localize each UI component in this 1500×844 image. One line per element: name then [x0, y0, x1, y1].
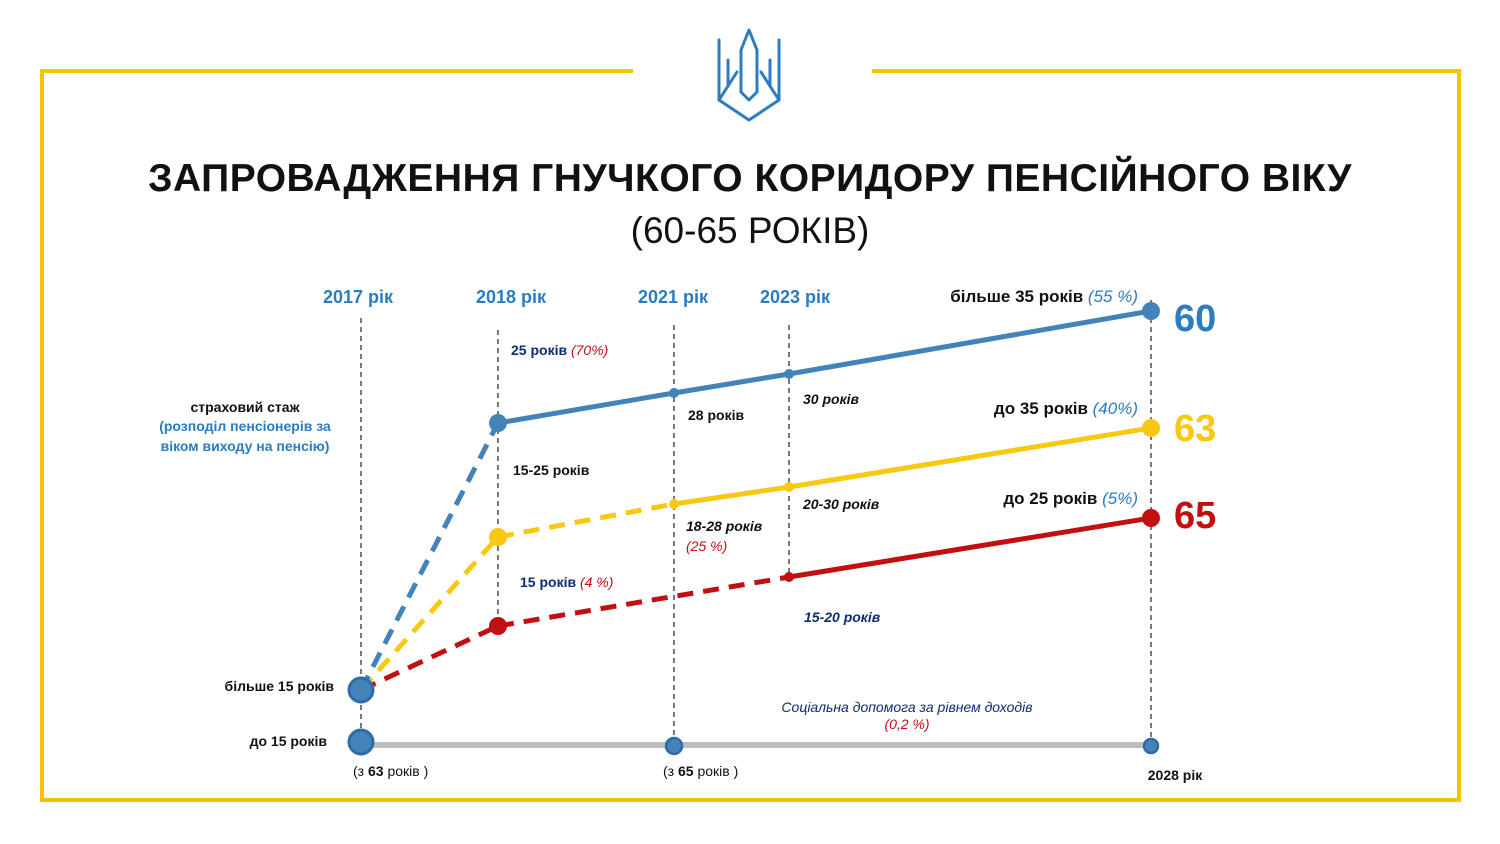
line-63-segment-2	[673, 484, 790, 507]
page-subtitle: (60-65 РОКІВ)	[630, 210, 870, 251]
year-label-2018: 2018 рік	[476, 287, 547, 307]
year-label-2028: 2028 рік	[1148, 767, 1203, 783]
label-60-2021: 28 років	[688, 407, 744, 423]
year-label-2021: 2021 рік	[638, 287, 709, 307]
point-60-2021	[669, 388, 679, 398]
line-65-segment-1	[497, 574, 790, 629]
line-65-segment-0	[359, 623, 500, 693]
point-65-2023	[784, 572, 794, 582]
social-label: Соціальна допомога за рівнем доходів	[781, 699, 1032, 715]
social-pct: (0,2 %)	[884, 716, 929, 732]
line-63-segment-1	[497, 501, 675, 540]
end-label-65: до 25 років (5%)	[1003, 489, 1138, 508]
start-point-more15	[347, 676, 375, 704]
trident-icon	[717, 28, 781, 122]
label-65-2023: 15-20 років	[804, 609, 881, 625]
social-point-2021	[664, 736, 684, 756]
age-65: 65	[1174, 495, 1216, 537]
year-label-2017: 2017 рік	[323, 287, 394, 307]
line-60-segment-2	[673, 371, 790, 396]
label-63-2021: 18-28 років	[686, 518, 763, 534]
point-63-2023	[784, 482, 794, 492]
label-65-2018: 15 років (4 %)	[520, 574, 613, 590]
point-65-2018	[489, 617, 507, 635]
end-label-63: до 35 років (40%)	[994, 399, 1138, 418]
point-65-2028	[1142, 509, 1160, 527]
year-label-2023: 2023 рік	[760, 287, 831, 307]
line-63-segment-3	[788, 425, 1152, 490]
from65-note: (з 65 років )	[663, 763, 738, 779]
line-65-segment-2	[788, 515, 1152, 580]
insurance-note-line1: (розподіл пенсіонерів за	[159, 418, 331, 434]
frame-border	[40, 69, 1461, 802]
insurance-note-line2: віком виходу на пенсію)	[161, 438, 330, 454]
label-63-2023: 20-30 років	[802, 496, 880, 512]
insurance-label: страховий стаж	[190, 399, 300, 415]
label-63-2021-pct: (25 %)	[686, 538, 727, 554]
point-63-2018	[489, 528, 507, 546]
end-label-60: більше 35 років (55 %)	[950, 287, 1138, 306]
line-60-segment-0	[358, 421, 501, 692]
from63-note: (з 63 років )	[353, 763, 428, 779]
point-60-2028	[1142, 302, 1160, 320]
point-60-2023	[784, 369, 794, 379]
age-63: 63	[1174, 408, 1216, 450]
point-60-2018	[489, 414, 507, 432]
line-60-segment-3	[788, 308, 1152, 377]
point-63-2021	[669, 499, 679, 509]
more15-label: більше 15 років	[225, 678, 335, 694]
age-60: 60	[1174, 298, 1216, 340]
start-point-upto15	[347, 728, 375, 756]
upto15-label: до 15 років	[250, 733, 328, 749]
line-63-segment-0	[359, 535, 500, 692]
point-63-2028	[1142, 419, 1160, 437]
label-63-2018: 15-25 років	[513, 462, 590, 478]
label-60-2018: 25 років (70%)	[511, 342, 608, 358]
label-60-2023: 30 років	[803, 391, 860, 407]
page-title: ЗАПРОВАДЖЕННЯ ГНУЧКОГО КОРИДОРУ ПЕНСІЙНО…	[148, 157, 1352, 200]
social-point-2028	[1142, 737, 1160, 755]
line-60-segment-1	[497, 390, 675, 426]
